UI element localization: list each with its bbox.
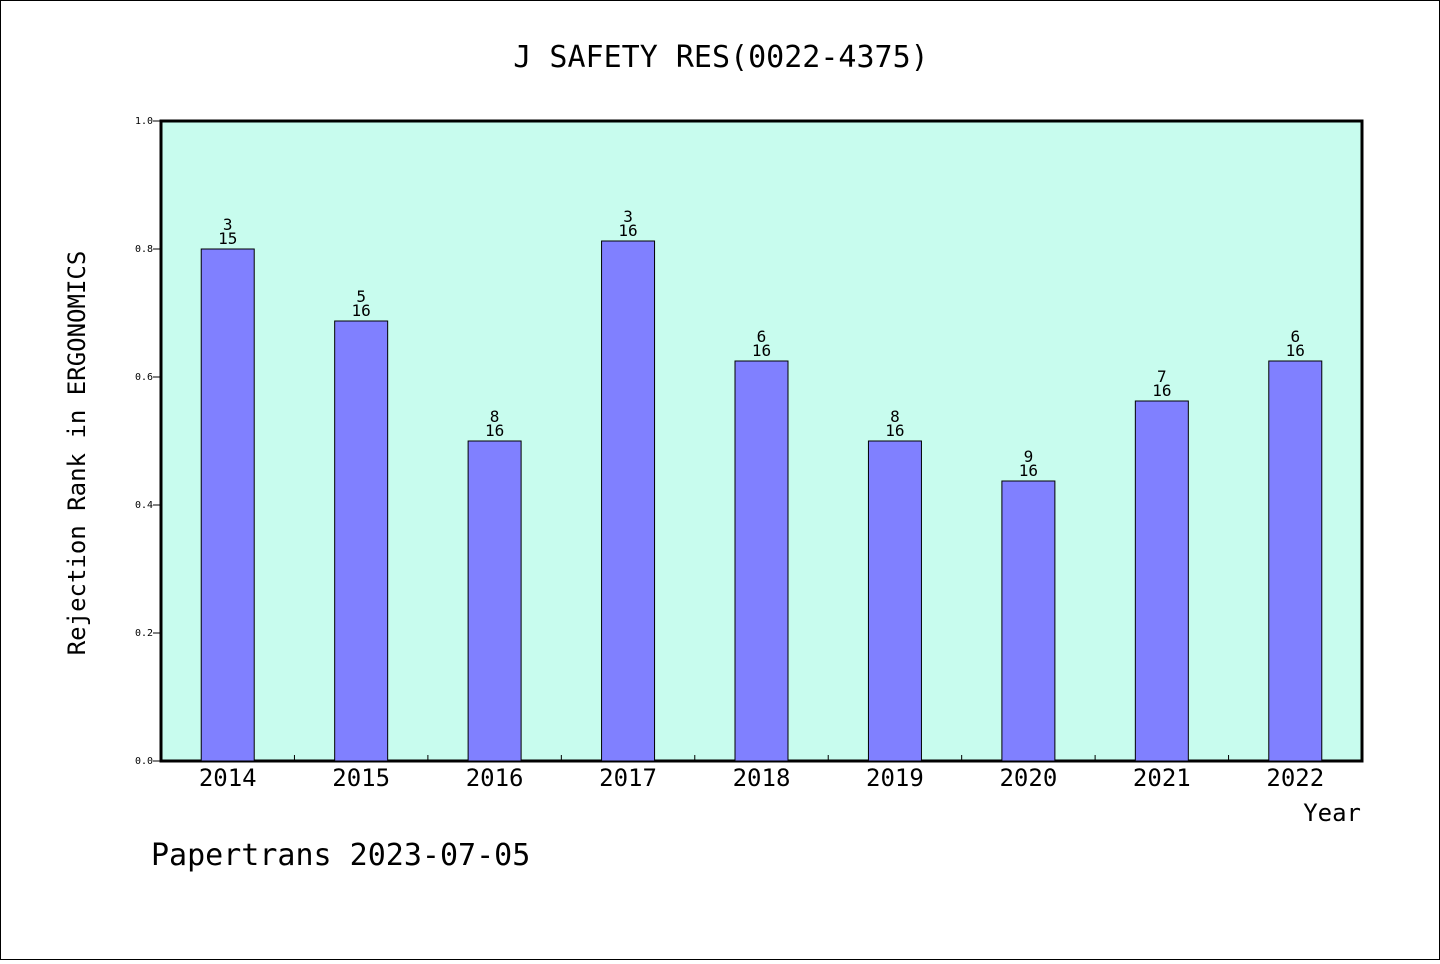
x-tick-label: 2017 xyxy=(599,764,657,792)
x-tick-label: 2019 xyxy=(866,764,924,792)
bar-rank-label: 7 xyxy=(1157,367,1167,386)
y-tick-label: 0.2 xyxy=(135,628,153,639)
x-tick-label: 2020 xyxy=(999,764,1057,792)
bar-total-label: 16 xyxy=(1019,461,1038,480)
x-tick-label: 2016 xyxy=(466,764,524,792)
bar-rank-label: 9 xyxy=(1024,447,1034,466)
bar-rank-label: 8 xyxy=(490,407,500,426)
bar-rank-label: 3 xyxy=(223,215,233,234)
bar-2018 xyxy=(734,360,789,762)
bar-2014 xyxy=(200,248,255,762)
bar-2017 xyxy=(601,240,656,762)
x-tick-label: 2014 xyxy=(199,764,257,792)
y-tick-label: 1.0 xyxy=(135,116,153,127)
bar-total-label: 16 xyxy=(885,421,904,440)
bar-rank-label: 6 xyxy=(1290,327,1300,346)
y-axis: 0.0 0.2 0.4 0.6 0.8 1.0 xyxy=(135,116,161,767)
bar-rank-label: 5 xyxy=(356,287,366,306)
chart-title: J SAFETY RES(0022-4375) xyxy=(513,40,928,75)
y-tick-label: 0.0 xyxy=(135,756,153,767)
footer-credit: Papertrans 2023-07-05 xyxy=(151,838,530,873)
bar-rank-label: 6 xyxy=(757,327,767,346)
x-tick-label: 2021 xyxy=(1133,764,1191,792)
y-tick-label: 0.6 xyxy=(135,372,153,383)
bar-2022 xyxy=(1268,360,1323,762)
y-axis-label: Rejection Rank in ERGONOMICS xyxy=(63,251,91,656)
bar-2015 xyxy=(334,320,389,762)
x-axis: 2014 2015 2016 2017 2018 2019 2020 2021 2022 xyxy=(199,755,1324,792)
bar-2020 xyxy=(1001,480,1056,762)
y-tick-label: 0.8 xyxy=(135,244,153,255)
x-tick-label: 2022 xyxy=(1266,764,1324,792)
bar-total-label: 15 xyxy=(218,229,237,248)
bar-total-label: 16 xyxy=(1152,381,1171,400)
bar-rank-label: 3 xyxy=(623,207,633,226)
x-axis-label: Year xyxy=(1303,799,1361,827)
x-tick-label: 2018 xyxy=(733,764,791,792)
y-tick-label: 0.4 xyxy=(135,500,153,511)
bar-total-label: 16 xyxy=(1286,341,1305,360)
bar-2021 xyxy=(1134,400,1189,762)
bar-total-label: 16 xyxy=(485,421,504,440)
bar-2016 xyxy=(467,440,522,762)
bar-total-label: 16 xyxy=(352,301,371,320)
bar-rank-label: 8 xyxy=(890,407,900,426)
bar-total-label: 16 xyxy=(752,341,771,360)
bar-total-label: 16 xyxy=(618,221,637,240)
x-tick-label: 2015 xyxy=(332,764,390,792)
bar-2019 xyxy=(867,440,922,762)
